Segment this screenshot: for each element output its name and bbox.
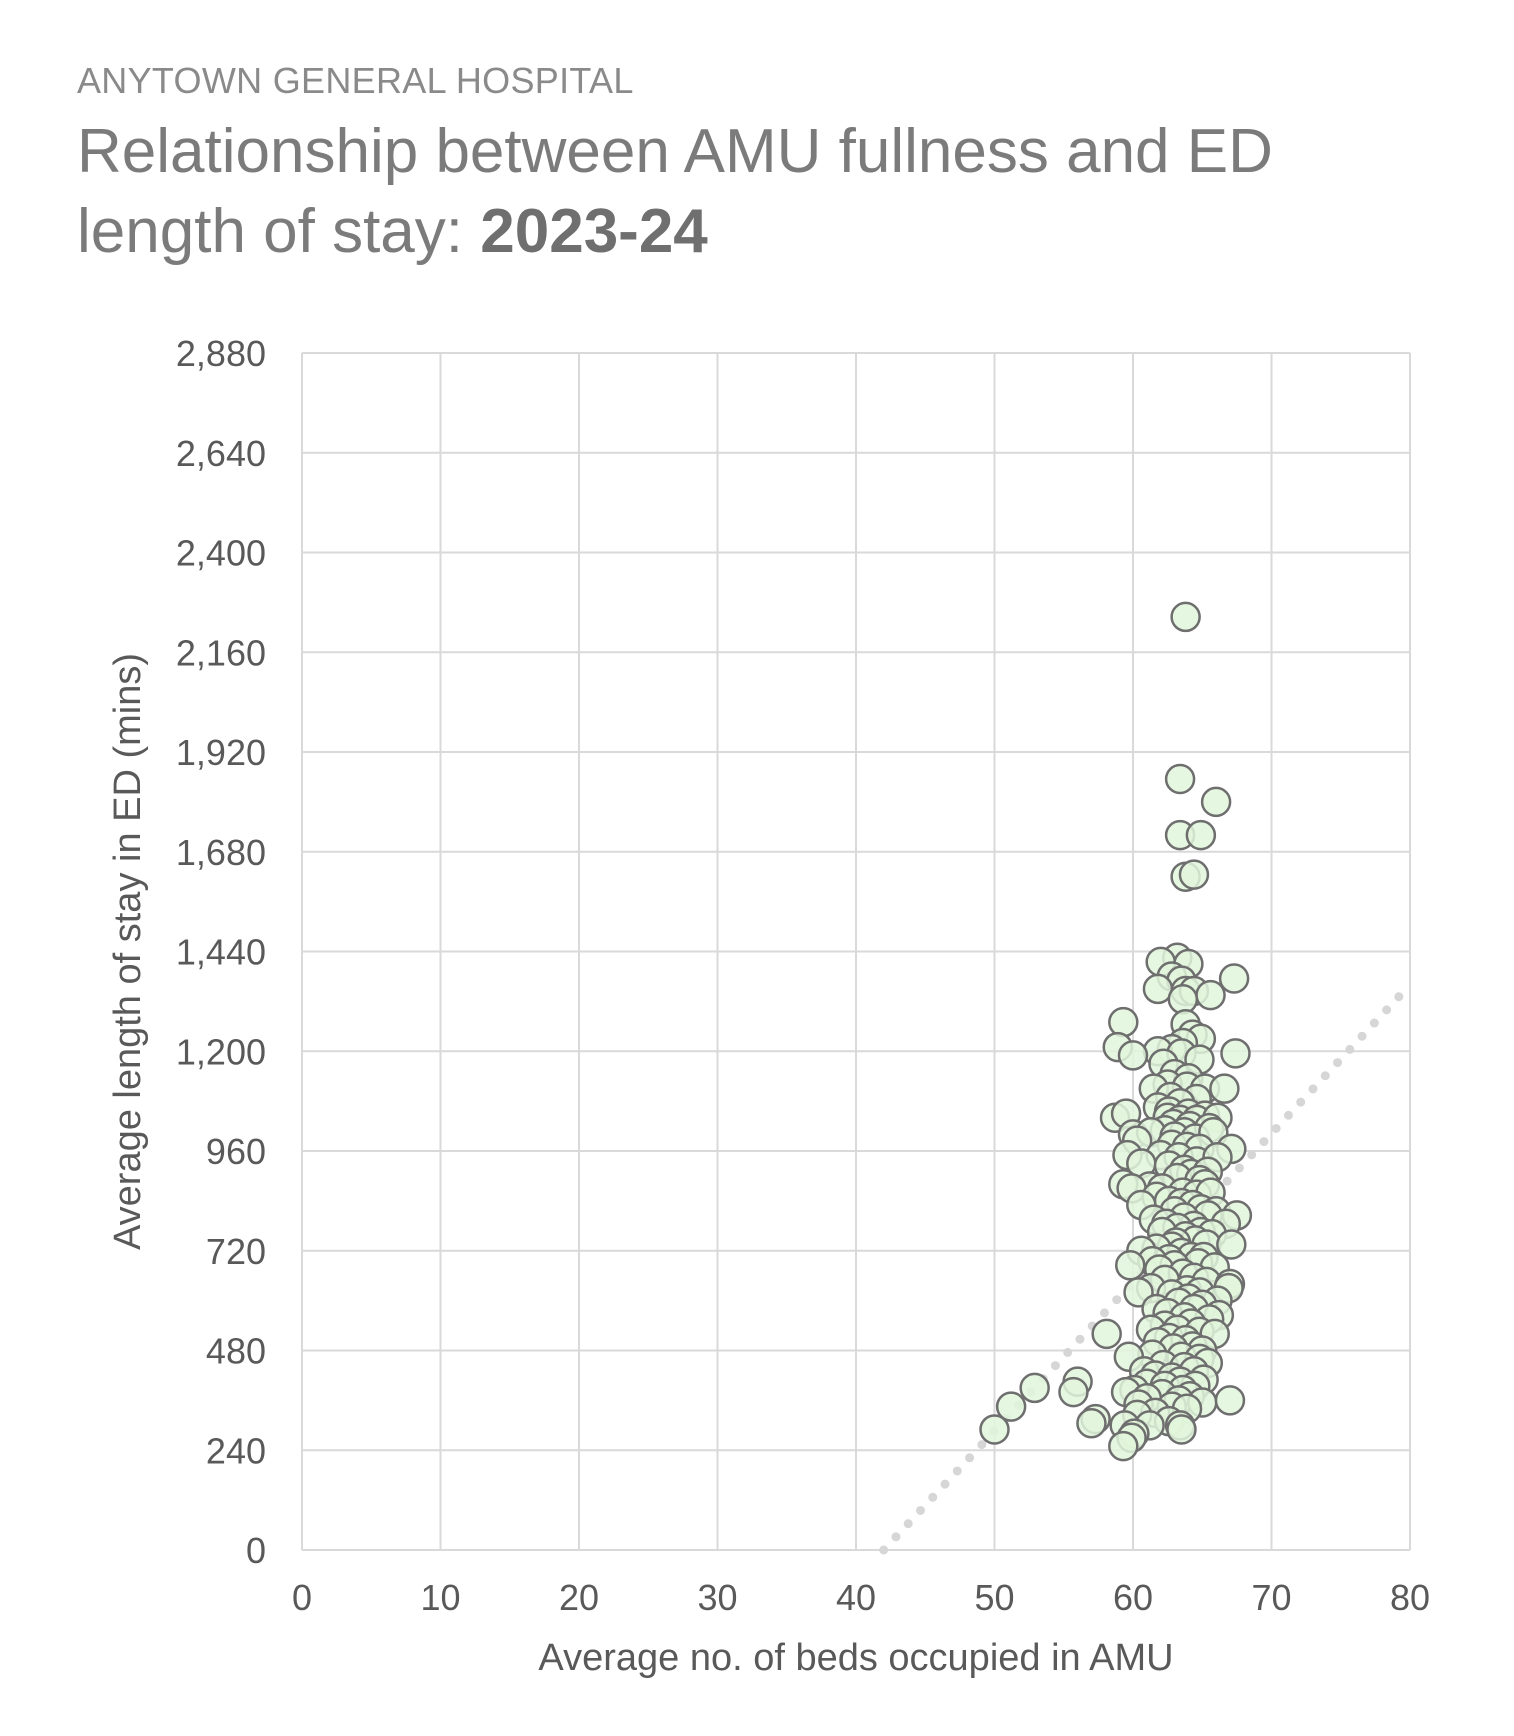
chart-title-period: 2023-24 — [480, 197, 708, 266]
y-tick-label: 0 — [246, 1530, 266, 1571]
y-tick-label: 2,640 — [176, 433, 266, 474]
trendline-dotted — [879, 980, 1415, 1555]
gridlines — [301, 352, 1411, 1551]
data-point — [1220, 1038, 1251, 1069]
data-point — [1200, 786, 1232, 818]
data-point — [995, 1391, 1027, 1422]
y-tick-label: 480 — [206, 1331, 266, 1372]
data-point — [1195, 979, 1226, 1011]
data-point — [1218, 963, 1250, 994]
y-tick-label: 240 — [206, 1430, 266, 1471]
data-point — [1058, 1376, 1089, 1408]
y-tick-label: 2,400 — [176, 533, 266, 574]
data-point — [1214, 1385, 1246, 1416]
y-tick-label: 1,680 — [176, 832, 266, 873]
data-point — [979, 1414, 1010, 1445]
y-tick-label: 1,440 — [176, 932, 266, 973]
data-point — [1117, 1040, 1149, 1071]
data-point — [1185, 819, 1217, 851]
y-tick-label: 1,200 — [176, 1031, 266, 1072]
y-axis-title: Average length of stay in ED (mins) — [107, 653, 149, 1250]
data-point — [1091, 1318, 1122, 1350]
y-tick-labels: 0 240 480 720 960 1,200 1,440 1,680 1,920 2,160 2,… — [176, 333, 266, 1571]
chart-title-main: Relationship between AMU fullness and ED… — [77, 117, 1273, 266]
trendline — [879, 980, 1415, 1555]
data-points — [979, 601, 1253, 1462]
data-point — [1019, 1372, 1050, 1404]
data-point — [1164, 763, 1196, 795]
data-point — [1166, 1414, 1197, 1445]
data-point — [1178, 859, 1210, 890]
x-tick-label: 20 — [559, 1577, 599, 1618]
y-tick-label: 2,880 — [176, 333, 266, 374]
data-point — [1076, 1407, 1107, 1439]
x-tick-label: 60 — [1113, 1577, 1153, 1618]
x-axis-title: Average no. of beds occupied in AMU — [538, 1637, 1173, 1679]
chart-title: Relationship between AMU fullness and ED… — [77, 112, 1457, 272]
x-tick-label: 10 — [420, 1577, 460, 1618]
y-tick-label: 2,160 — [176, 632, 266, 673]
chart-kicker: ANYTOWN GENERAL HOSPITAL — [77, 60, 634, 101]
x-tick-label: 0 — [292, 1577, 312, 1618]
data-point — [1108, 1006, 1139, 1038]
data-point — [1216, 1229, 1247, 1260]
x-tick-label: 40 — [836, 1577, 876, 1618]
data-point — [1170, 601, 1201, 633]
y-tick-label: 960 — [206, 1131, 266, 1172]
x-tick-label: 50 — [974, 1577, 1014, 1618]
y-tick-label: 1,920 — [176, 732, 266, 773]
x-tick-label: 80 — [1390, 1577, 1430, 1618]
y-tick-label: 720 — [206, 1231, 266, 1272]
data-point — [1167, 984, 1199, 1015]
x-tick-label: 70 — [1251, 1577, 1291, 1618]
data-point — [1209, 1073, 1240, 1104]
x-tick-labels: 0 10 20 30 40 50 60 70 80 — [292, 1577, 1430, 1618]
data-point — [1108, 1430, 1139, 1462]
x-tick-label: 30 — [697, 1577, 737, 1618]
data-point — [1114, 1250, 1146, 1281]
